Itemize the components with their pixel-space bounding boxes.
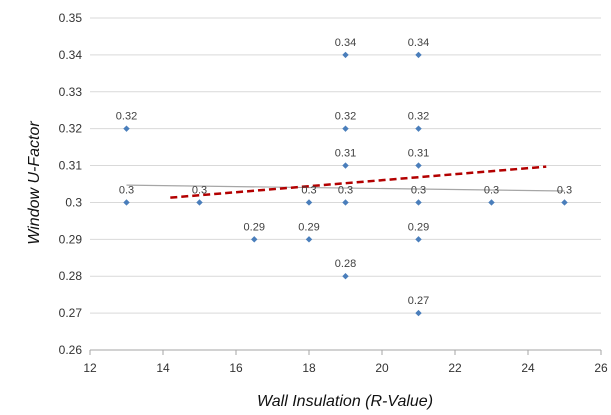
data-label: 0.34 [335, 37, 356, 49]
data-point [251, 236, 258, 243]
data-point [415, 125, 422, 132]
data-label: 0.31 [408, 148, 429, 160]
data-label: 0.32 [335, 111, 356, 123]
x-tick-label: 24 [521, 361, 535, 375]
data-label: 0.29 [408, 221, 429, 233]
data-point [342, 51, 349, 59]
data-point [415, 309, 422, 317]
data-label: 0.3 [119, 184, 134, 196]
y-axis-title: Window U-Factor [26, 121, 43, 245]
y-tick-label: 0.31 [59, 159, 83, 173]
data-point [415, 162, 422, 169]
data-point [305, 199, 313, 206]
y-tick-label: 0.32 [59, 122, 83, 136]
x-tick-label: 22 [448, 361, 462, 375]
y-tick-label: 0.29 [59, 232, 83, 246]
data-label: 0.31 [335, 148, 356, 160]
data-point [415, 236, 422, 243]
data-point [123, 125, 130, 132]
data-points [123, 51, 568, 317]
data-point [342, 162, 349, 169]
x-tick-label: 18 [302, 361, 316, 375]
data-label: 0.3 [192, 184, 207, 196]
data-label: 0.3 [557, 184, 572, 196]
data-point [561, 199, 568, 206]
y-tick-label: 0.35 [59, 11, 83, 25]
trendlines [126, 165, 565, 199]
y-tick-label: 0.28 [59, 269, 83, 283]
y-tick-label: 0.34 [59, 48, 83, 62]
data-label: 0.27 [408, 295, 429, 307]
x-axis-title: Wall Insulation (R-Value) [257, 393, 433, 410]
data-point [342, 273, 349, 280]
x-tick-label: 16 [229, 361, 243, 375]
data-point [415, 199, 422, 206]
red-dashed-trendline [170, 165, 547, 199]
data-point [342, 199, 349, 206]
y-tick-label: 0.27 [59, 306, 83, 320]
data-label: 0.34 [408, 37, 429, 49]
data-label: 0.29 [298, 221, 319, 233]
x-tick-label: 14 [156, 361, 170, 375]
x-tick-label: 20 [375, 361, 389, 375]
data-label: 0.3 [484, 184, 499, 196]
data-label: 0.3 [338, 184, 353, 196]
data-point [305, 236, 313, 243]
data-point [488, 199, 495, 206]
data-point [123, 199, 130, 206]
data-label: 0.29 [244, 221, 265, 233]
data-labels: 0.32 0.3 0.3 0.29 0.3 0.29 0.34 0.32 0.31 0.3 0.28… [116, 37, 572, 307]
data-label: 0.3 [301, 184, 316, 196]
data-point [196, 199, 203, 206]
data-label: 0.28 [335, 258, 356, 270]
axes: 0.26 0.27 0.28 0.29 0.3 0.31 0.32 0.33 0.34 0.35 1… [59, 11, 608, 375]
y-tick-label: 0.3 [65, 195, 82, 209]
gray-trendline [126, 184, 565, 192]
data-label: 0.32 [116, 111, 137, 123]
x-tick-label: 12 [83, 361, 97, 375]
data-label: 0.32 [408, 111, 429, 123]
data-point [415, 51, 422, 59]
data-label: 0.3 [411, 184, 426, 196]
x-tick-label: 26 [594, 361, 608, 375]
y-tick-label: 0.33 [59, 85, 83, 99]
data-point [342, 125, 349, 132]
y-tick-label: 0.26 [59, 343, 83, 357]
